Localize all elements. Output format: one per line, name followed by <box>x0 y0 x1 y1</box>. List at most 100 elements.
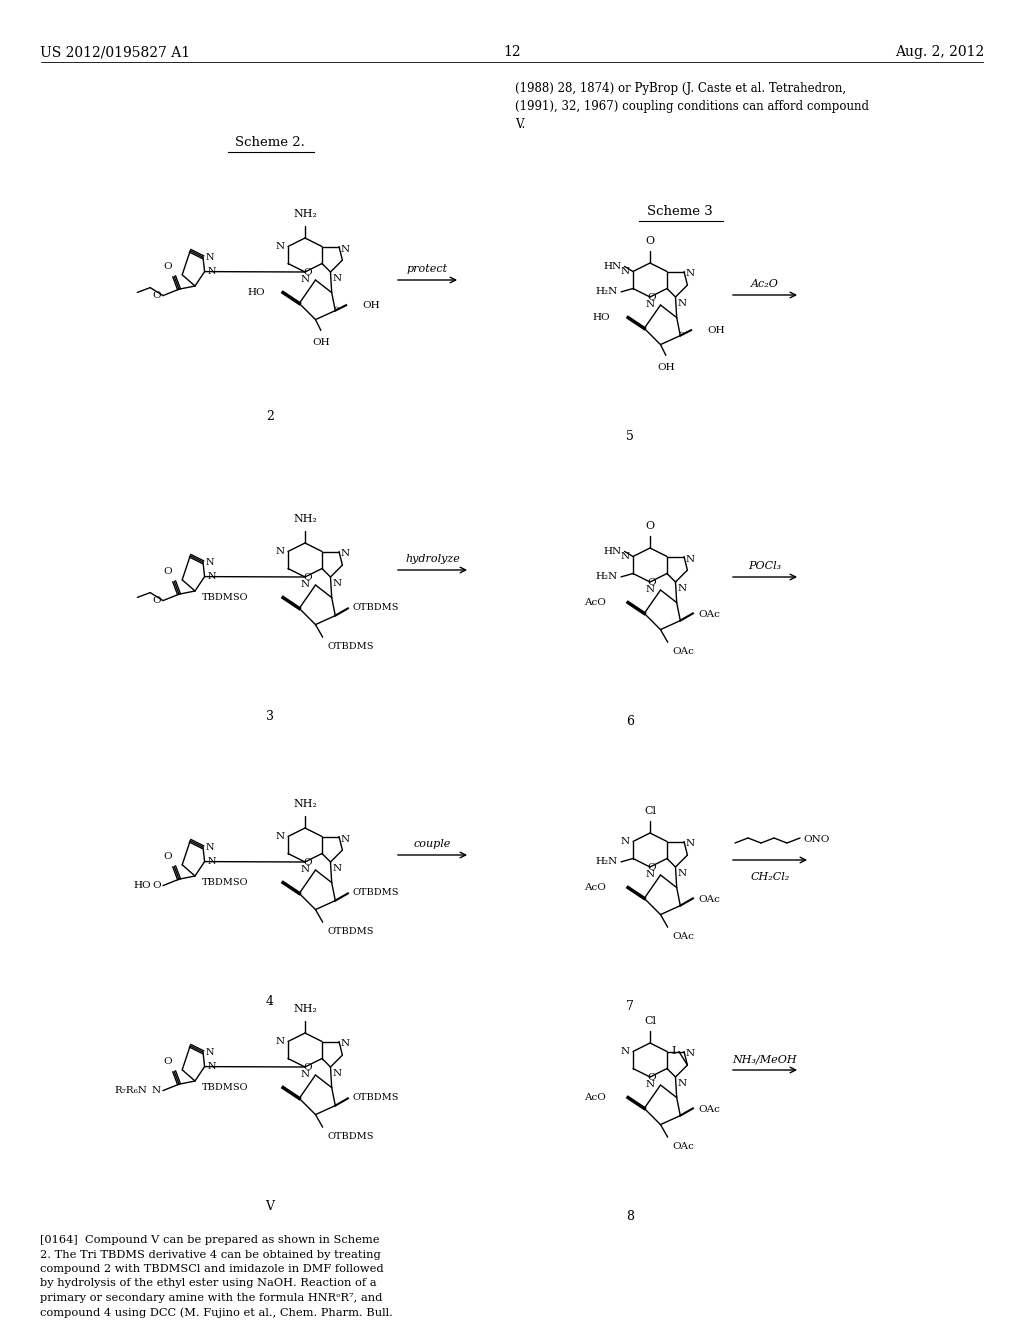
Text: TBDMSO: TBDMSO <box>202 1084 248 1092</box>
Text: H₂N: H₂N <box>596 858 618 866</box>
Text: OH: OH <box>312 338 330 347</box>
Text: N: N <box>300 1071 309 1078</box>
Text: OTBDMS: OTBDMS <box>353 1093 399 1102</box>
Text: NH₂: NH₂ <box>293 209 317 219</box>
Text: N: N <box>152 1086 161 1096</box>
Text: H₂N: H₂N <box>596 573 618 581</box>
Text: N: N <box>678 1078 687 1088</box>
Text: 12: 12 <box>503 45 521 59</box>
Text: N: N <box>341 549 350 558</box>
Text: OH: OH <box>657 363 675 372</box>
Text: N: N <box>678 869 687 878</box>
Text: H₂N: H₂N <box>596 288 618 297</box>
Text: HO: HO <box>593 313 610 322</box>
Text: TBDMSO: TBDMSO <box>202 593 248 602</box>
Text: N: N <box>206 557 214 566</box>
Text: Cl: Cl <box>644 807 656 816</box>
Text: N: N <box>300 579 309 589</box>
Text: O: O <box>648 863 656 873</box>
Text: O: O <box>648 578 656 587</box>
Text: O: O <box>164 263 172 272</box>
Text: 2: 2 <box>266 411 274 422</box>
Text: N: N <box>333 865 342 873</box>
Text: N: N <box>621 267 630 276</box>
Text: O: O <box>153 292 161 300</box>
Text: O: O <box>645 521 654 531</box>
Text: CH₂Cl₂: CH₂Cl₂ <box>751 873 790 882</box>
Text: 6: 6 <box>626 715 634 729</box>
Text: N: N <box>678 300 687 308</box>
Text: OH: OH <box>708 326 725 335</box>
Text: O: O <box>648 293 656 302</box>
Text: N: N <box>300 275 309 284</box>
Text: NH₂: NH₂ <box>293 799 317 809</box>
Text: AcO: AcO <box>585 883 606 892</box>
Text: POCl₃: POCl₃ <box>749 561 781 572</box>
Text: N: N <box>645 585 654 594</box>
Text: O: O <box>645 236 654 246</box>
Text: TBDMSO: TBDMSO <box>202 878 248 887</box>
Text: I: I <box>672 1047 676 1056</box>
Text: OAc: OAc <box>673 1142 694 1151</box>
Text: N: N <box>206 252 214 261</box>
Text: NH₂: NH₂ <box>293 513 317 524</box>
Text: primary or secondary amine with the formula HNRᵒR⁷, and: primary or secondary amine with the form… <box>40 1294 382 1303</box>
Text: N: N <box>341 244 350 253</box>
Text: O: O <box>164 1057 172 1067</box>
Text: HN: HN <box>603 261 622 271</box>
Text: OAc: OAc <box>698 1105 720 1114</box>
Text: N: N <box>621 1047 630 1056</box>
Text: (1991), 32, 1967) coupling conditions can afford compound: (1991), 32, 1967) coupling conditions ca… <box>515 100 869 114</box>
Text: N: N <box>275 242 285 251</box>
Text: 8: 8 <box>626 1210 634 1224</box>
Text: V.: V. <box>515 117 525 131</box>
Text: N: N <box>208 857 216 866</box>
Text: O: O <box>303 573 311 582</box>
Text: N: N <box>686 840 695 849</box>
Text: ONO: ONO <box>803 836 829 845</box>
Text: AcO: AcO <box>585 598 606 607</box>
Text: 3: 3 <box>266 710 274 723</box>
Text: OTBDMS: OTBDMS <box>353 888 399 898</box>
Text: O: O <box>153 882 161 890</box>
Text: N: N <box>208 1063 216 1071</box>
Text: Scheme 3: Scheme 3 <box>647 205 713 218</box>
Text: O: O <box>303 268 311 277</box>
Text: N: N <box>333 1069 342 1078</box>
Text: OTBDMS: OTBDMS <box>353 603 399 612</box>
Text: N: N <box>275 546 285 556</box>
Text: Ac₂O: Ac₂O <box>751 279 779 289</box>
Text: O: O <box>164 853 172 862</box>
Text: HN: HN <box>603 546 622 556</box>
Text: OH: OH <box>362 301 380 310</box>
Text: N: N <box>686 1049 695 1059</box>
Text: N: N <box>686 269 695 279</box>
Text: hydrolyze: hydrolyze <box>406 554 460 564</box>
Text: N: N <box>208 572 216 581</box>
Text: N: N <box>341 1040 350 1048</box>
Text: OTBDMS: OTBDMS <box>328 927 374 936</box>
Text: OAc: OAc <box>673 932 694 941</box>
Text: (1988) 28, 1874) or PyBrop (J. Caste et al. Tetrahedron,: (1988) 28, 1874) or PyBrop (J. Caste et … <box>515 82 846 95</box>
Text: OTBDMS: OTBDMS <box>328 643 374 651</box>
Text: compound 4 using DCC (M. Fujino et al., Chem. Pharm. Bull.: compound 4 using DCC (M. Fujino et al., … <box>40 1308 393 1319</box>
Text: O: O <box>153 597 161 605</box>
Text: OAc: OAc <box>673 647 694 656</box>
Text: by hydrolysis of the ethyl ester using NaOH. Reaction of a: by hydrolysis of the ethyl ester using N… <box>40 1279 377 1288</box>
Text: 5: 5 <box>626 430 634 444</box>
Text: N: N <box>275 1038 285 1045</box>
Text: N: N <box>300 865 309 874</box>
Text: [0164]  Compound V can be prepared as shown in Scheme: [0164] Compound V can be prepared as sho… <box>40 1236 380 1245</box>
Text: N: N <box>645 1080 654 1089</box>
Text: N: N <box>333 579 342 587</box>
Text: O: O <box>303 1063 311 1072</box>
Text: N: N <box>275 832 285 841</box>
Text: NH₂: NH₂ <box>293 1005 317 1014</box>
Text: Aug. 2, 2012: Aug. 2, 2012 <box>895 45 984 59</box>
Text: HO: HO <box>248 288 265 297</box>
Text: OAc: OAc <box>698 610 720 619</box>
Text: US 2012/0195827 A1: US 2012/0195827 A1 <box>40 45 190 59</box>
Text: V: V <box>265 1200 274 1213</box>
Text: N: N <box>645 870 654 879</box>
Text: O: O <box>164 568 172 577</box>
